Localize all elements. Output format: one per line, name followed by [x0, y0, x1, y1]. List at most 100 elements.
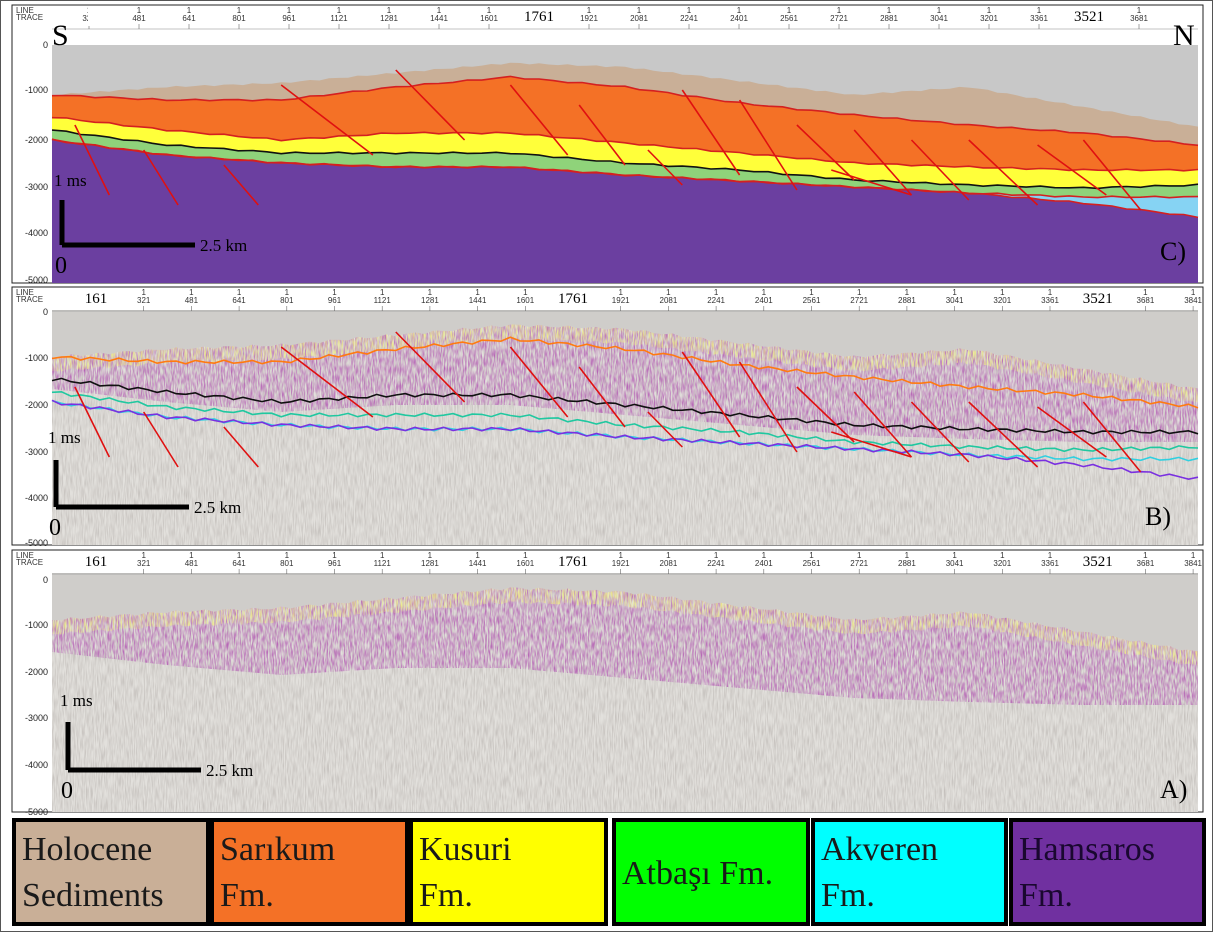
depth-label: -3000	[25, 447, 48, 457]
time-scale-label: 1 ms	[60, 691, 93, 710]
trace-label: 321	[137, 559, 151, 568]
depth-label: 0	[43, 575, 48, 585]
seismic-panel: LINETRACE1321148116411801196111121112811…	[12, 287, 1203, 548]
scale-origin: 0	[55, 253, 67, 279]
mask	[88, 6, 114, 26]
trace-label: 481	[185, 559, 199, 568]
trace-label: 2881	[898, 296, 916, 305]
trace-label: 1601	[480, 14, 498, 23]
legend-label: Sediments	[22, 877, 164, 914]
trace-label: 321	[137, 296, 151, 305]
legend-label: Fm.	[419, 877, 473, 914]
scale-origin: 0	[61, 778, 73, 804]
seismic-panel: LINETRACE1321148116411801196111121112811…	[12, 5, 1203, 285]
depth-label: -3000	[25, 713, 48, 723]
legend-label: Sarıkum	[220, 831, 335, 868]
trace-label: 1601	[516, 559, 534, 568]
depth-label: -5000	[25, 807, 48, 817]
depth-label: -4000	[25, 493, 48, 503]
trace-label: 801	[280, 296, 294, 305]
time-scale-label: 1 ms	[48, 428, 81, 447]
trace-label: 1441	[469, 559, 487, 568]
depth-label: -3000	[25, 182, 48, 192]
depth-label: -1000	[25, 85, 48, 95]
trace-label: 3361	[1030, 14, 1048, 23]
depth-label: -4000	[25, 228, 48, 238]
trace-label: 2881	[880, 14, 898, 23]
scale-origin: 0	[49, 515, 61, 541]
trace-label: 961	[328, 559, 342, 568]
panel-label: B)	[1145, 502, 1171, 531]
trace-label: 3681	[1137, 559, 1155, 568]
seismic-panel: LINETRACE1321148116411801196111121112811…	[12, 550, 1203, 817]
trace-label: 2081	[660, 296, 678, 305]
depth-label: -2000	[25, 667, 48, 677]
ruler-header: TRACE	[16, 558, 43, 567]
trace-label: 3841	[1184, 296, 1202, 305]
depth-label: -4000	[25, 760, 48, 770]
trace-label: 3841	[1184, 559, 1202, 568]
trace-label: 3681	[1137, 296, 1155, 305]
legend-label: Holocene	[22, 831, 152, 868]
trace-label: 2081	[660, 559, 678, 568]
trace-label: 2561	[780, 14, 798, 23]
panel-label: A)	[1160, 775, 1187, 804]
trace-label: 1281	[421, 559, 439, 568]
legend-label: Hamsaros	[1019, 831, 1155, 868]
trace-label: 3681	[1130, 14, 1148, 23]
depth-label: -1000	[25, 353, 48, 363]
trace-label-large: 161	[85, 291, 108, 307]
trace-label: 1441	[469, 296, 487, 305]
trace-label: 2881	[898, 559, 916, 568]
trace-label: 3041	[946, 296, 964, 305]
trace-label: 3201	[993, 296, 1011, 305]
trace-label: 2721	[850, 296, 868, 305]
trace-label: 3041	[930, 14, 948, 23]
ruler-header: TRACE	[16, 13, 43, 22]
trace-label: 801	[232, 14, 246, 23]
distance-scale-label: 2.5 km	[200, 236, 247, 255]
trace-label-large: 1761	[558, 554, 588, 570]
trace-label-large: 3521	[1074, 9, 1104, 25]
time-scale-label: 1 ms	[54, 171, 87, 190]
depth-label: -1000	[25, 620, 48, 630]
distance-scale-label: 2.5 km	[206, 761, 253, 780]
trace-label: 1921	[612, 296, 630, 305]
trace-label: 3201	[993, 559, 1011, 568]
distance-scale-label: 2.5 km	[194, 498, 241, 517]
depth-label: -5000	[25, 275, 48, 285]
trace-label-large: 3521	[1083, 291, 1113, 307]
trace-label: 961	[328, 296, 342, 305]
trace-label-large: 161	[85, 554, 108, 570]
trace-label: 481	[185, 296, 199, 305]
trace-label: 641	[232, 296, 246, 305]
trace-label: 2561	[803, 559, 821, 568]
trace-label: 3041	[946, 559, 964, 568]
trace-label: 1121	[330, 14, 348, 23]
trace-label: 1921	[580, 14, 598, 23]
figure: LINETRACE1321148116411801196111121112811…	[0, 0, 1213, 932]
trace-label: 2401	[755, 296, 773, 305]
trace-label: 1121	[374, 559, 392, 568]
trace-label: 641	[232, 559, 246, 568]
trace-label-large: 1761	[558, 291, 588, 307]
trace-label: 2241	[707, 559, 725, 568]
trace-label: 3201	[980, 14, 998, 23]
depth-label: 0	[43, 40, 48, 50]
ruler-header: TRACE	[16, 295, 43, 304]
trace-label: 2401	[755, 559, 773, 568]
legend-label: Akveren	[821, 831, 938, 868]
trace-label: 961	[282, 14, 296, 23]
trace-label: 3361	[1041, 559, 1059, 568]
legend-label: Atbaşı Fm.	[622, 855, 773, 892]
trace-label: 481	[132, 14, 146, 23]
trace-label: 2241	[680, 14, 698, 23]
trace-label-large: 3521	[1083, 554, 1113, 570]
trace-label: 2401	[730, 14, 748, 23]
trace-label: 2721	[830, 14, 848, 23]
legend-label: Fm.	[821, 877, 875, 914]
trace-label: 641	[182, 14, 196, 23]
legend-label: Fm.	[1019, 877, 1073, 914]
trace-label: 1921	[612, 559, 630, 568]
trace-label: 2081	[630, 14, 648, 23]
